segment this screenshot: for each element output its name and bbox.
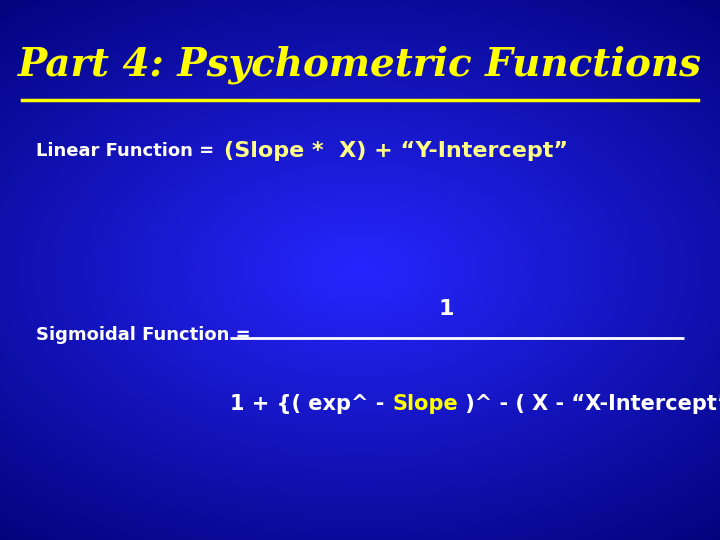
Text: Slope: Slope bbox=[392, 394, 458, 414]
Text: )^ - ( X - “X-Intercept”)}: )^ - ( X - “X-Intercept”)} bbox=[458, 394, 720, 414]
Text: (Slope *  X) + “Y-Intercept”: (Slope * X) + “Y-Intercept” bbox=[224, 141, 568, 161]
Text: 1 + {( exp^ -: 1 + {( exp^ - bbox=[230, 394, 392, 414]
Text: Part 4: Psychometric Functions: Part 4: Psychometric Functions bbox=[18, 45, 702, 84]
Text: Sigmoidal Function =: Sigmoidal Function = bbox=[36, 326, 251, 344]
Text: Linear Function =: Linear Function = bbox=[36, 142, 214, 160]
Text: 1: 1 bbox=[438, 299, 454, 319]
